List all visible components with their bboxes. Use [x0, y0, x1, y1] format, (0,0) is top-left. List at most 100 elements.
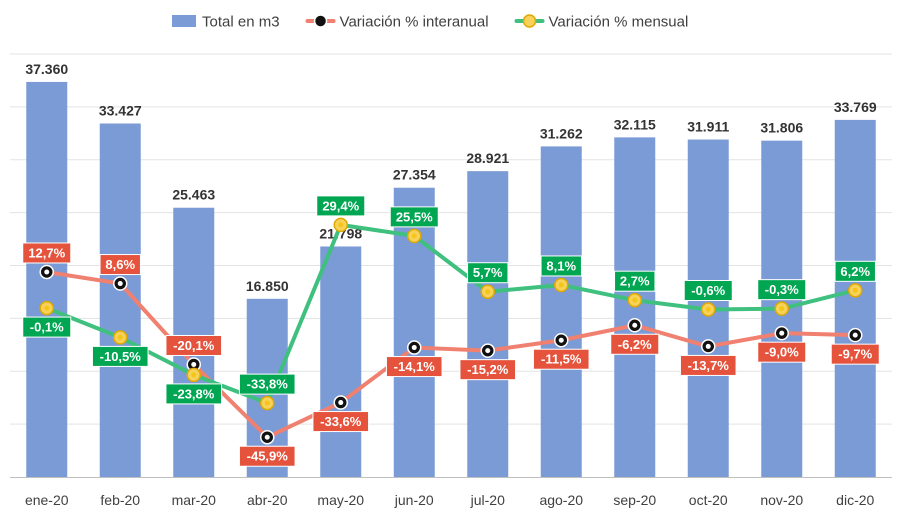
interanual-marker-dot [117, 281, 123, 287]
interanual-data-label: -13,7% [688, 358, 730, 373]
interanual-marker-dot [338, 400, 344, 406]
bar-value-label: 37.360 [25, 61, 68, 77]
mensual-data-label-box [91, 345, 149, 367]
x-tick-label: may-20 [317, 492, 364, 508]
mensual-data-label-box [389, 206, 439, 228]
x-tick-label: mar-20 [172, 492, 217, 508]
x-tick-label: nov-20 [760, 492, 803, 508]
mensual-marker-dot [705, 306, 711, 312]
interanual-marker-dot [779, 330, 785, 336]
interanual-marker-dot [264, 434, 270, 440]
interanual-data-label: 12,7% [28, 245, 65, 260]
x-tick-label: abr-20 [247, 492, 288, 508]
mensual-data-label-box [316, 195, 366, 217]
interanual-data-label: -6,2% [618, 337, 652, 352]
mensual-marker-dot [485, 289, 491, 295]
bar-value-label: 21.798 [319, 225, 362, 241]
x-tick-label: sep-20 [613, 492, 656, 508]
bar-value-label: 33.427 [99, 103, 142, 119]
legend-label: Variación % mensual [549, 14, 689, 31]
mensual-data-label: -33,8% [247, 377, 289, 392]
mensual-data-label-box [22, 316, 72, 338]
mensual-marker-dot [632, 297, 638, 303]
interanual-data-label-box [99, 254, 141, 276]
x-tick-label: feb-20 [100, 492, 140, 508]
mensual-marker-dot [779, 306, 785, 312]
mensual-data-label: 25,5% [396, 209, 433, 224]
x-tick-label: dic-20 [836, 492, 874, 508]
mensual-data-label-box [467, 262, 509, 284]
x-tick-label: oct-20 [689, 492, 728, 508]
mensual-marker-dot [117, 334, 123, 340]
interanual-data-label-box [679, 354, 737, 376]
interanual-data-label-box [238, 445, 296, 467]
mensual-data-label: 6,2% [840, 264, 870, 279]
mensual-data-label: -10,5% [100, 349, 142, 364]
bar [834, 119, 876, 477]
interanual-data-label-box [830, 343, 880, 365]
interanual-marker-dot [411, 345, 417, 351]
mensual-marker-dot [411, 233, 417, 239]
mensual-data-label: -23,8% [173, 386, 215, 401]
legend-label: Variación % interanual [340, 14, 489, 31]
interanual-data-label-box [22, 242, 72, 264]
interanual-marker-dot [485, 348, 491, 354]
mensual-marker-dot [44, 305, 50, 311]
bar-value-label: 31.262 [540, 125, 583, 141]
interanual-marker-dot [191, 361, 197, 367]
interanual-data-label-box [757, 341, 807, 363]
bar [540, 146, 582, 477]
legend-marker [313, 14, 328, 28]
mensual-marker-dot [264, 400, 270, 406]
interanual-marker-dot [558, 337, 564, 343]
bar-value-label: 31.806 [760, 120, 803, 136]
mensual-data-label-box [165, 383, 223, 405]
mensual-data-label: 29,4% [322, 198, 359, 213]
interanual-data-label: -20,1% [173, 338, 215, 353]
interanual-data-label-box [532, 348, 590, 370]
interanual-data-label: -9,7% [838, 347, 872, 362]
legend-marker [522, 14, 537, 28]
interanual-data-label: -33,6% [320, 414, 362, 429]
mensual-marker-dot [191, 372, 197, 378]
mensual-data-label-box [540, 255, 582, 277]
interanual-data-label: -45,9% [247, 449, 289, 464]
bar [467, 171, 509, 477]
x-tick-label: ago-20 [539, 492, 583, 508]
bar-value-label: 27.354 [393, 167, 436, 183]
interanual-marker-dot [632, 322, 638, 328]
mensual-marker-dot [558, 282, 564, 288]
bar-value-label: 33.769 [834, 99, 877, 115]
mensual-data-label-box [614, 270, 656, 292]
interanual-data-label: -11,5% [541, 352, 582, 367]
x-tick-label: jul-20 [470, 492, 505, 508]
interanual-data-label-box [312, 411, 370, 433]
mensual-data-label: 5,7% [473, 265, 503, 280]
interanual-data-label-box [610, 333, 660, 355]
mensual-marker-dot [852, 287, 858, 293]
x-tick-label: jun-20 [394, 492, 434, 508]
bar-value-label: 31.911 [687, 119, 729, 135]
interanual-marker-dot [705, 343, 711, 349]
bar [26, 81, 68, 477]
interanual-data-label: -14,1% [394, 359, 436, 374]
mensual-data-label-box [757, 279, 807, 301]
interanual-data-label: -9,0% [765, 345, 799, 360]
bar-value-label: 16.850 [246, 278, 289, 294]
mensual-data-label-box [238, 373, 296, 395]
mensual-data-label: 2,7% [620, 274, 650, 289]
x-tick-label: ene-20 [25, 492, 69, 508]
interanual-marker-dot [852, 332, 858, 338]
interanual-data-label-box [385, 356, 443, 378]
mensual-data-label: -0,6% [691, 283, 725, 298]
mensual-data-label-box [683, 279, 733, 301]
mensual-data-label: 8,1% [546, 258, 576, 273]
interanual-data-label: -15,2% [467, 362, 509, 377]
mensual-marker-dot [338, 222, 344, 228]
legend-swatch-bar [172, 15, 196, 27]
bar-value-label: 32.115 [614, 116, 656, 132]
legend-label: Total en m3 [202, 14, 280, 31]
mensual-line [44, 222, 858, 406]
